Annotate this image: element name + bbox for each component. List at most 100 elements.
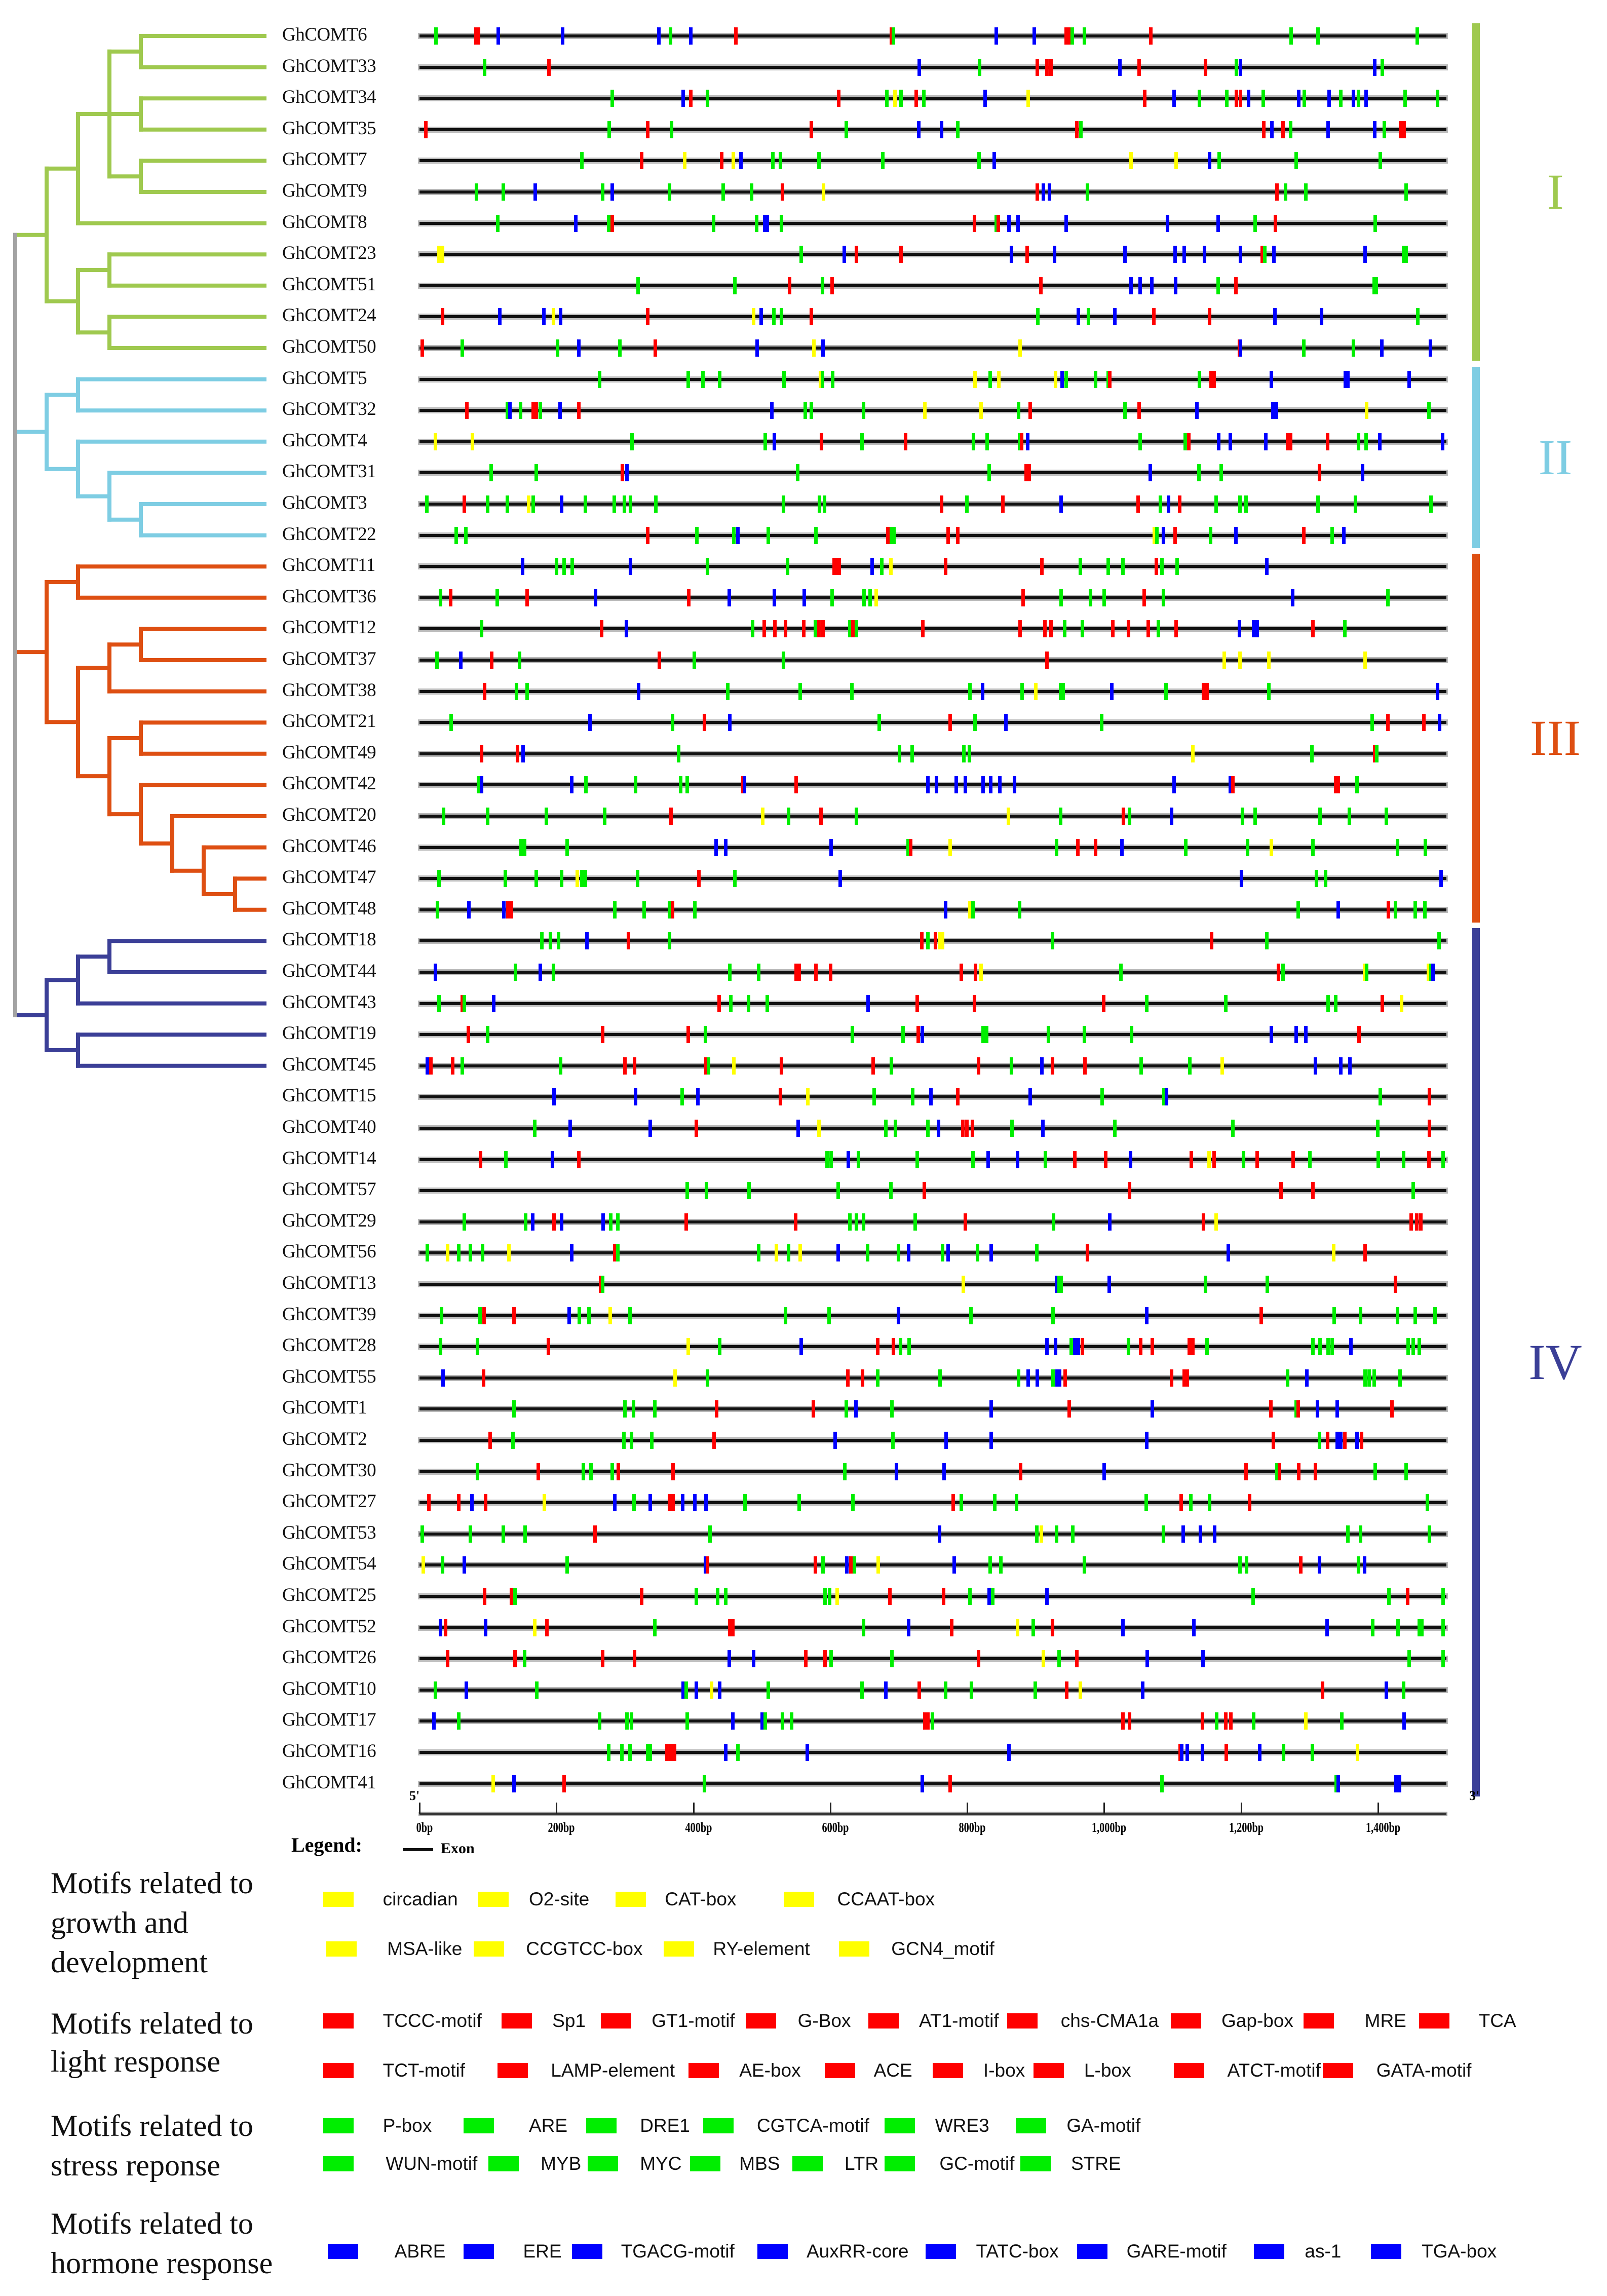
motif-mark <box>797 964 801 981</box>
motif-mark <box>686 370 690 388</box>
motif-mark <box>1267 652 1271 669</box>
motif-mark <box>1139 1057 1143 1075</box>
motif-mark <box>1441 1588 1445 1605</box>
motif-mark <box>1311 1182 1315 1200</box>
motif-mark <box>772 589 776 606</box>
motif-mark <box>1138 433 1142 450</box>
three-prime-label: 3' <box>1469 1788 1480 1803</box>
motif-mark <box>1399 121 1403 138</box>
motif-mark <box>851 1494 855 1512</box>
motif-mark <box>1299 1556 1303 1574</box>
legend-swatch <box>323 2062 354 2078</box>
motif-mark <box>812 1400 816 1418</box>
motif-mark <box>787 277 791 294</box>
motif-mark <box>1079 1681 1083 1699</box>
gene-label: GhCOMT50 <box>282 336 376 357</box>
motif-mark <box>1436 682 1440 700</box>
motif-mark <box>545 1619 549 1636</box>
exon-track <box>419 1283 1446 1286</box>
axis-tick <box>829 1803 831 1814</box>
motif-mark <box>575 870 579 888</box>
motif-mark <box>1083 27 1087 45</box>
motif-mark <box>812 339 816 357</box>
motif-mark <box>1289 27 1293 45</box>
motif-mark <box>1247 90 1251 107</box>
motif-mark <box>670 121 674 138</box>
motif-mark <box>622 1432 626 1449</box>
motif-mark <box>670 901 674 919</box>
motif-mark <box>1198 370 1202 388</box>
motif-mark <box>1276 964 1280 981</box>
motif-mark <box>577 1151 581 1168</box>
motif-mark <box>1311 620 1315 638</box>
motif-mark <box>483 682 487 700</box>
motif-mark <box>750 620 754 638</box>
motif-mark <box>1336 901 1341 919</box>
legend-category-heading: stress reponse <box>51 2149 220 2183</box>
gene-label: GhCOMT17 <box>282 1709 376 1731</box>
legend-item-label: P-box <box>382 2115 432 2136</box>
motif-mark <box>1161 589 1165 606</box>
motif-mark <box>1404 246 1408 263</box>
motif-mark <box>438 1619 442 1636</box>
motif-mark <box>981 776 985 794</box>
motif-mark <box>979 964 983 981</box>
motif-mark <box>789 1712 793 1730</box>
motif-mark <box>998 776 1002 794</box>
motif-mark <box>606 214 610 232</box>
motif-mark <box>485 808 489 825</box>
gene-label: GhCOMT4 <box>282 430 367 451</box>
motif-mark <box>770 402 774 419</box>
axis-tick-label: 1,000bp <box>1092 1820 1127 1835</box>
motif-mark <box>695 526 699 544</box>
motif-mark <box>577 1307 581 1324</box>
motif-mark <box>1081 1338 1085 1356</box>
motif-mark <box>828 964 832 981</box>
motif-mark <box>1058 682 1062 700</box>
motif-mark <box>1121 1619 1125 1636</box>
motif-mark <box>668 183 672 201</box>
gene-label: GhCOMT55 <box>282 1366 376 1387</box>
motif-mark <box>1040 558 1044 576</box>
motif-mark <box>1010 1120 1014 1137</box>
motif-mark <box>1326 1338 1330 1356</box>
motif-mark <box>434 433 438 450</box>
motif-mark <box>1150 277 1154 294</box>
motif-mark <box>681 1681 685 1699</box>
motif-mark <box>653 1619 657 1636</box>
motif-mark <box>1169 808 1173 825</box>
motif-mark <box>1330 526 1334 544</box>
motif-mark <box>712 1432 716 1449</box>
motif-mark <box>612 495 616 513</box>
motif-mark <box>988 1556 992 1574</box>
exon-track <box>419 159 1446 163</box>
motif-mark <box>610 1463 614 1480</box>
motif-mark <box>818 495 822 513</box>
motif-mark <box>944 1432 948 1449</box>
motif-mark <box>855 1213 859 1231</box>
motif-mark <box>1237 620 1241 638</box>
motif-mark <box>1205 682 1209 700</box>
motif-mark <box>1387 1588 1391 1605</box>
motif-mark <box>1054 370 1058 388</box>
motif-mark <box>1239 58 1243 76</box>
motif-mark <box>1262 121 1266 138</box>
gene-label: GhCOMT6 <box>282 24 367 45</box>
motif-mark <box>1167 495 1171 513</box>
motif-mark <box>1028 402 1032 419</box>
motif-mark <box>1188 1057 1192 1075</box>
gene-label: GhCOMT19 <box>282 1023 376 1044</box>
motif-mark <box>724 838 728 856</box>
motif-mark <box>533 1619 537 1636</box>
motif-mark <box>1428 1120 1432 1137</box>
motif-mark <box>1220 1057 1224 1075</box>
motif-mark <box>1152 526 1156 544</box>
exon-track <box>419 596 1446 599</box>
legend-swatch <box>783 1892 814 1907</box>
motif-mark <box>1330 1338 1334 1356</box>
motif-mark <box>946 526 950 544</box>
motif-mark <box>1145 1432 1149 1449</box>
exon-track <box>419 565 1446 568</box>
motif-mark <box>669 1744 673 1761</box>
motif-mark <box>732 1057 736 1075</box>
